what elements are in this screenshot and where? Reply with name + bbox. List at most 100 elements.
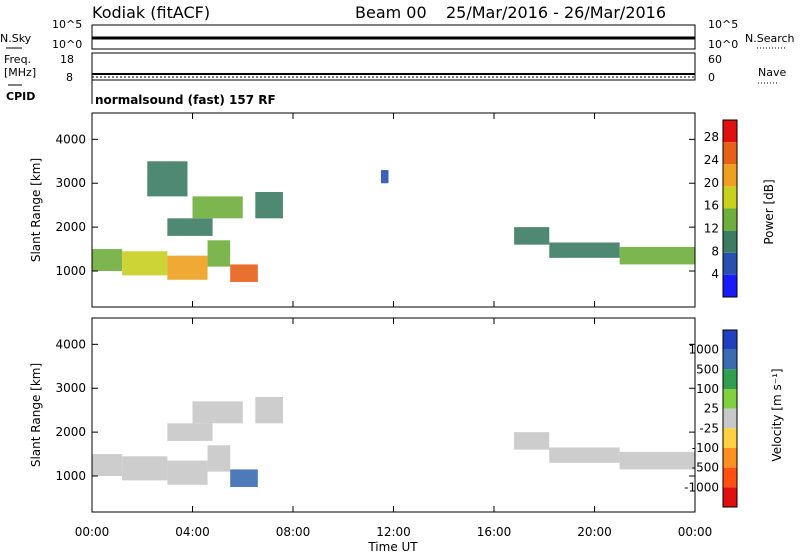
time-x-axis: 00:00 04:00 08:00 12:00 16:00 20:00 00:00 bbox=[75, 113, 713, 539]
ytick-label: 3000 bbox=[55, 176, 86, 190]
velocity-colorbar-tick: -100 bbox=[692, 441, 719, 455]
cpid-label: CPID bbox=[6, 90, 35, 103]
velocity-y-axis: 1000 2000 3000 4000 bbox=[55, 337, 695, 483]
freq-label-1: Freq. bbox=[4, 53, 31, 66]
power-colorbar-swatch bbox=[723, 164, 737, 187]
velocity-region-7 bbox=[255, 397, 283, 424]
nsky-tick-top: 10^5 bbox=[52, 18, 82, 31]
nave-tick-top: 60 bbox=[708, 53, 722, 66]
velocity-heatmap bbox=[92, 397, 695, 487]
power-colorbar-tick: 28 bbox=[704, 130, 719, 144]
nsearch-tick-bottom: 10^0 bbox=[708, 38, 738, 51]
power-colorbar: 4 8 12 16 20 24 28 bbox=[704, 119, 738, 298]
xtick-label: 20:00 bbox=[577, 525, 612, 539]
velocity-colorbar-swatch bbox=[723, 448, 737, 468]
power-region-10 bbox=[619, 246, 695, 265]
velocity-colorbar-tick: 1000 bbox=[688, 343, 719, 357]
power-region-6 bbox=[192, 196, 243, 219]
velocity-colorbar-tick: 25 bbox=[704, 402, 719, 416]
xtick-label: 04:00 bbox=[175, 525, 210, 539]
xtick-label: 08:00 bbox=[276, 525, 311, 539]
velocity-region-10 bbox=[619, 451, 695, 470]
power-region-1 bbox=[122, 251, 168, 276]
power-colorbar-tick: 24 bbox=[704, 153, 719, 167]
power-colorbar-swatch bbox=[723, 230, 737, 253]
velocity-region-6 bbox=[192, 401, 243, 424]
velocity-colorbar-tick: 100 bbox=[696, 382, 719, 396]
velocity-colorbar-tick: -1000 bbox=[684, 480, 719, 494]
ytick-label: 2000 bbox=[55, 425, 86, 439]
freq-label-2: [MHz] bbox=[4, 66, 36, 79]
velocity-colorbar-swatch bbox=[723, 369, 737, 389]
ytick-label: 1000 bbox=[55, 264, 86, 278]
xtick-label: 00:00 bbox=[678, 525, 713, 539]
velocity-colorbar-label: Velocity [m s⁻¹] bbox=[770, 368, 784, 461]
velocity-colorbar-swatch bbox=[723, 408, 737, 429]
velocity-colorbar-swatch bbox=[723, 389, 737, 409]
nsearch-tick-top: 10^5 bbox=[708, 18, 738, 31]
freq-panel bbox=[91, 52, 696, 81]
velocity-region-4 bbox=[230, 469, 258, 487]
power-colorbar-swatch bbox=[723, 120, 737, 143]
power-colorbar-tick: 16 bbox=[704, 199, 719, 213]
xtick-label: 00:00 bbox=[75, 525, 110, 539]
xtick-label: 16:00 bbox=[477, 525, 512, 539]
power-colorbar-swatch bbox=[723, 252, 737, 275]
velocity-colorbar-swatch bbox=[723, 487, 737, 507]
power-region-9 bbox=[549, 242, 620, 258]
power-region-7 bbox=[255, 192, 283, 219]
velocity-colorbar-tick: 500 bbox=[696, 362, 719, 376]
ytick-label: 2000 bbox=[55, 220, 86, 234]
velocity-region-1 bbox=[122, 456, 168, 481]
power-colorbar-swatch bbox=[723, 142, 737, 165]
power-ylabel: Slant Range [km] bbox=[29, 158, 43, 262]
velocity-region-5 bbox=[167, 423, 213, 441]
velocity-region-8 bbox=[514, 432, 550, 450]
power-heatmap bbox=[92, 161, 695, 282]
beam-label: Beam 00 bbox=[355, 3, 427, 22]
velocity-colorbar-tick: -25 bbox=[699, 421, 719, 435]
power-colorbar-label: Power [dB] bbox=[762, 179, 776, 244]
velocity-colorbar-swatch bbox=[723, 349, 737, 370]
power-colorbar-tick: 8 bbox=[711, 244, 719, 258]
velocity-region-0 bbox=[92, 454, 123, 477]
velocity-colorbar: 1000 500 100 25 -25 -100 -500 -1000 bbox=[684, 329, 738, 508]
power-region-3 bbox=[207, 240, 231, 267]
power-region-5 bbox=[167, 218, 213, 236]
nave-tick-bottom: 0 bbox=[708, 71, 715, 84]
nsearch-label: N.Search bbox=[745, 32, 795, 45]
ytick-label: 4000 bbox=[55, 337, 86, 351]
power-colorbar-swatch bbox=[723, 274, 737, 297]
freq-tick-bottom: 8 bbox=[66, 71, 73, 84]
velocity-colorbar-frame bbox=[722, 329, 738, 508]
xlabel: Time UT bbox=[367, 540, 418, 554]
power-colorbar-swatch bbox=[723, 186, 737, 209]
power-colorbar-frame bbox=[722, 119, 738, 298]
ytick-label: 1000 bbox=[55, 469, 86, 483]
velocity-ylabel: Slant Range [km] bbox=[29, 363, 43, 467]
velocity-colorbar-swatch bbox=[723, 330, 737, 350]
nsky-label: N.Sky bbox=[0, 32, 32, 45]
power-colorbar-swatch bbox=[723, 208, 737, 231]
power-region-12 bbox=[380, 170, 389, 184]
power-y-axis: 1000 2000 3000 4000 bbox=[55, 132, 695, 278]
nave-label: Nave bbox=[758, 66, 786, 79]
velocity-colorbar-tick: -500 bbox=[692, 461, 719, 475]
velocity-region-3 bbox=[207, 445, 231, 472]
power-region-0 bbox=[92, 249, 123, 272]
nsky-tick-bottom: 10^0 bbox=[52, 38, 82, 51]
velocity-colorbar-swatch bbox=[723, 428, 737, 448]
ytick-label: 4000 bbox=[55, 132, 86, 146]
power-colorbar-tick: 4 bbox=[711, 267, 719, 281]
velocity-region-9 bbox=[549, 447, 620, 463]
power-region-8 bbox=[514, 227, 550, 245]
cpid-text: normalsound (fast) 157 RF bbox=[95, 93, 276, 107]
velocity-colorbar-swatch bbox=[723, 467, 737, 488]
power-region-4 bbox=[230, 264, 258, 282]
power-region-11 bbox=[147, 161, 188, 197]
xtick-label: 12:00 bbox=[376, 525, 411, 539]
ytick-label: 3000 bbox=[55, 381, 86, 395]
power-colorbar-tick: 20 bbox=[704, 176, 719, 190]
station-title: Kodiak (fitACF) bbox=[92, 3, 210, 22]
